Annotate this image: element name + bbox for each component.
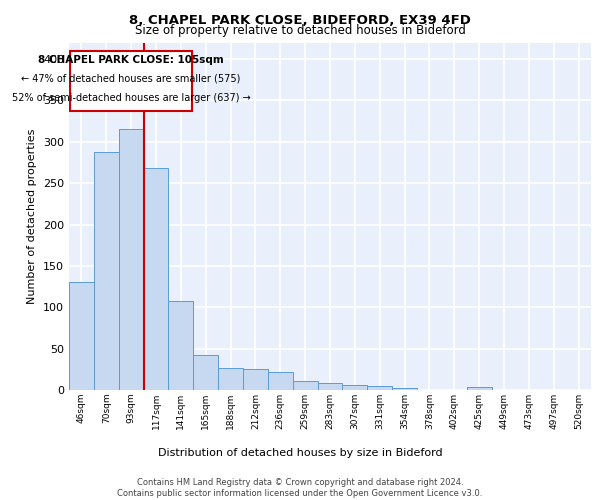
Bar — [392, 388, 417, 390]
Text: Distribution of detached houses by size in Bideford: Distribution of detached houses by size … — [158, 448, 442, 458]
Bar — [169, 302, 193, 390]
Text: 8, CHAPEL PARK CLOSE, BIDEFORD, EX39 4FD: 8, CHAPEL PARK CLOSE, BIDEFORD, EX39 4FD — [129, 14, 471, 27]
Bar — [367, 386, 392, 390]
Bar — [343, 385, 367, 390]
Text: ← 47% of detached houses are smaller (575): ← 47% of detached houses are smaller (57… — [22, 74, 241, 84]
Bar — [218, 368, 243, 390]
Text: 8 CHAPEL PARK CLOSE: 105sqm: 8 CHAPEL PARK CLOSE: 105sqm — [38, 55, 224, 65]
Bar — [317, 382, 343, 390]
Bar — [268, 372, 293, 390]
Bar — [193, 355, 218, 390]
Bar — [293, 381, 317, 390]
Y-axis label: Number of detached properties: Number of detached properties — [28, 128, 37, 304]
Bar — [70, 51, 192, 111]
Bar — [243, 370, 268, 390]
Bar — [467, 386, 491, 390]
Text: Size of property relative to detached houses in Bideford: Size of property relative to detached ho… — [134, 24, 466, 37]
Bar — [119, 130, 143, 390]
Bar — [94, 152, 119, 390]
Bar — [143, 168, 169, 390]
Bar — [69, 282, 94, 390]
Text: 52% of semi-detached houses are larger (637) →: 52% of semi-detached houses are larger (… — [12, 92, 251, 102]
Text: Contains HM Land Registry data © Crown copyright and database right 2024.
Contai: Contains HM Land Registry data © Crown c… — [118, 478, 482, 498]
